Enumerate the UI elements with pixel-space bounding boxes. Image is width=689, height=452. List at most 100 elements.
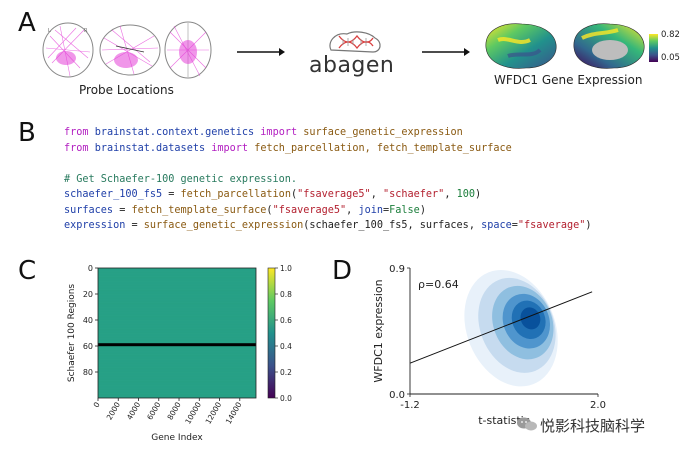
heatmap-row-texture — [98, 385, 256, 387]
heatmap-row-texture — [98, 301, 256, 304]
gene-expression-colorbar — [649, 34, 658, 62]
heatmap-colorbar — [267, 267, 276, 399]
heatmap-ytick-label: 60 — [83, 342, 93, 351]
panel-label-d: D — [332, 256, 353, 286]
heatmap-row-texture — [98, 275, 256, 278]
heatmap-fill — [98, 268, 256, 398]
gene-expression-brains — [485, 23, 645, 69]
abagen-label: abagen — [309, 53, 395, 78]
colorbar-tick-label: 0.4 — [280, 342, 292, 351]
heatmap-row-texture — [98, 291, 256, 293]
brain-mark-r: R — [84, 28, 88, 34]
heatmap-row-texture — [98, 356, 256, 358]
code-line-5: surfaces = fetch_template_surface("fsave… — [64, 204, 426, 216]
heatmap-row-texture — [98, 387, 256, 389]
panel-label-a: A — [18, 8, 36, 38]
heatmap-row-texture — [98, 395, 256, 397]
heatmap-row-texture — [98, 281, 256, 283]
colorbar-tick-label: 1.0 — [280, 264, 292, 273]
heatmap-xtick-label: 12000 — [204, 400, 224, 425]
heatmap-row-texture — [98, 304, 256, 306]
wechat-icon — [517, 417, 537, 431]
density-level — [520, 307, 541, 330]
regression-line — [409, 291, 593, 364]
heatmap-row-texture — [98, 294, 256, 296]
probe-locations-caption: Probe Locations — [79, 83, 174, 97]
heatmap-row-texture — [98, 377, 256, 379]
code-line-1: from brainstat.context.genetics import s… — [64, 127, 463, 138]
heatmap-row-texture — [98, 273, 256, 275]
colorbar-tick-label: 0.0 — [280, 394, 292, 403]
correlation-annotation: ρ=0.64 — [418, 278, 459, 291]
heatmap-row-texture — [98, 330, 256, 332]
code-comment: # Get Schaefer-100 genetic expression. — [64, 173, 298, 185]
heatmap-xtick-label: 10000 — [183, 400, 203, 425]
heatmap-row-texture — [98, 364, 256, 366]
heatmap-xtick-label: 6000 — [145, 400, 162, 421]
arrow-right-icon — [237, 48, 285, 56]
heatmap-row-texture — [98, 314, 256, 317]
heatmap-row-texture — [98, 348, 256, 350]
density-contours — [464, 269, 558, 387]
brain-sagittal-1: L R — [42, 22, 94, 78]
heatmap-ytick-label: 40 — [83, 316, 93, 325]
brain-medial-expression — [573, 23, 645, 69]
heatmap-row-texture — [98, 270, 256, 272]
scatter-xtick-label: 2.0 — [590, 400, 606, 411]
heatmap-row-texture — [98, 322, 256, 324]
code-line-6: expression = surface_genetic_expression(… — [64, 220, 592, 231]
heatmap-row-texture — [98, 392, 256, 395]
heatmap-row-texture — [98, 382, 256, 384]
heatmap-ytick-label: 0 — [88, 264, 93, 273]
heatmap-ytick-label: 20 — [83, 290, 93, 299]
heatmap-row-texture — [98, 340, 256, 343]
abagen-brain-logo — [329, 31, 381, 53]
heatmap-row-texture — [98, 299, 256, 301]
heatmap-row-texture — [98, 374, 256, 376]
scatter-ylabel: WFDC1 expression — [372, 279, 385, 382]
density-scatter-chart: 0.0 0.9 -1.2 2.0 t-statistic WFDC1 expression… — [372, 264, 606, 427]
probe-locations-figure: L R — [42, 21, 212, 79]
heatmap-xtick-label: 2000 — [105, 400, 122, 421]
colorbar-max-label: 0.82 — [661, 30, 680, 40]
heatmap-row-texture — [98, 296, 256, 298]
watermark-text: 悦影科技脑科学 — [540, 417, 646, 435]
brain-axial — [164, 21, 212, 79]
scatter-ytick-label: 0.0 — [389, 390, 405, 401]
heatmap-xtick-label: 14000 — [224, 400, 244, 425]
arrow-right-icon — [422, 48, 470, 56]
heatmap-row-texture — [98, 390, 256, 392]
gene-expression-caption: WFDC1 Gene Expression — [494, 73, 643, 87]
code-line-2: from brainstat.datasets import fetch_par… — [64, 142, 512, 154]
heatmap-row-texture — [98, 268, 256, 270]
heatmap-row-texture — [98, 359, 256, 361]
heatmap-row-texture — [98, 325, 256, 327]
heatmap-xtick-label: 0 — [92, 400, 102, 409]
heatmap-xtick-label: 4000 — [125, 400, 142, 421]
colorbar-min-label: 0.05 — [661, 53, 680, 63]
scatter-ytick-label: 0.9 — [389, 264, 405, 275]
heatmap-row-texture — [98, 338, 256, 340]
colorbar-tick-label: 0.8 — [280, 290, 292, 299]
code-line-4: schaefer_100_fs5 = fetch_parcellation("f… — [64, 189, 482, 200]
heatmap-row-texture — [98, 335, 256, 337]
panel-label-b: B — [18, 118, 36, 148]
panel-label-c: C — [18, 256, 37, 286]
brain-side — [99, 24, 161, 76]
heatmap-row-texture — [98, 379, 256, 382]
heatmap-row-texture — [98, 366, 256, 369]
heatmap-row-texture — [98, 309, 256, 311]
heatmap-row-texture — [98, 288, 256, 291]
heatmap-xtick-label: 8000 — [165, 400, 182, 421]
heatmap-row-texture — [98, 369, 256, 371]
heatmap-row-texture — [98, 353, 256, 356]
scatter-xtick-label: -1.2 — [400, 400, 420, 411]
heatmap-row-texture — [98, 307, 256, 309]
heatmap-row-texture — [98, 372, 256, 374]
heatmap-row-texture — [98, 278, 256, 280]
heatmap-row-texture — [98, 333, 256, 335]
heatmap-row-texture — [98, 286, 256, 288]
heatmap-row-texture — [98, 320, 256, 322]
scatter-xlabel: t-statistic — [478, 414, 530, 427]
